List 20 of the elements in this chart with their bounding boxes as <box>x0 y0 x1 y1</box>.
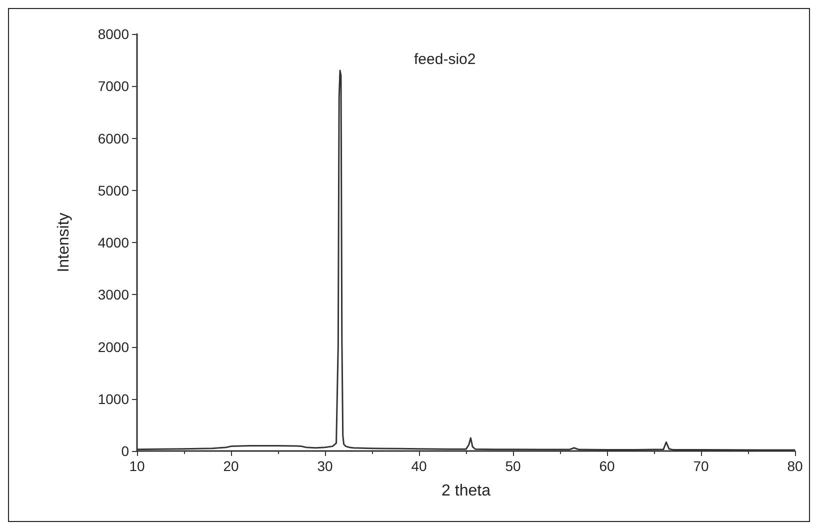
y-tick-label: 2000 <box>98 338 130 355</box>
x-tick-label: 70 <box>693 458 709 474</box>
y-tick-label: 7000 <box>98 78 130 94</box>
x-tick-label: 10 <box>129 458 145 474</box>
x-tick-label: 80 <box>787 458 803 474</box>
y-tick-label: 8000 <box>98 26 130 42</box>
y-tick-label: 1000 <box>98 390 130 407</box>
y-tick-label: 3000 <box>98 286 130 303</box>
x-tick-label: 60 <box>599 458 615 474</box>
y-tick-label: 5000 <box>98 182 130 198</box>
x-tick-label: 30 <box>317 458 333 474</box>
text: feed-sio2 <box>414 51 476 68</box>
x-tick-label: 20 <box>223 458 239 474</box>
y-tick-label: 6000 <box>98 130 130 146</box>
y-tick-label: 4000 <box>98 234 130 250</box>
x-tick-label: 40 <box>411 458 427 474</box>
y-tick-label: 0 <box>121 443 130 459</box>
x-axis-title: 2 theta <box>442 482 491 500</box>
x-tick-label: 50 <box>505 458 521 474</box>
y-axis-title: Intensity <box>56 212 72 272</box>
